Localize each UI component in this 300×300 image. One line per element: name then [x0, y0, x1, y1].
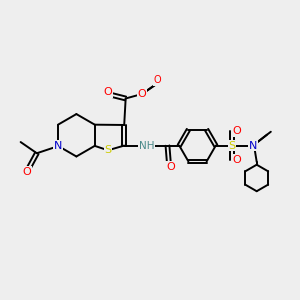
Text: O: O [137, 89, 146, 99]
Text: S: S [104, 145, 112, 155]
Text: O: O [166, 162, 175, 172]
Text: N: N [249, 141, 257, 151]
Text: O: O [232, 155, 241, 165]
Text: S: S [228, 141, 236, 151]
Text: NH: NH [139, 141, 154, 151]
Text: O: O [232, 126, 241, 136]
Text: O: O [153, 75, 161, 85]
Text: O: O [103, 87, 112, 97]
Text: O: O [22, 167, 31, 177]
Text: N: N [54, 141, 62, 151]
